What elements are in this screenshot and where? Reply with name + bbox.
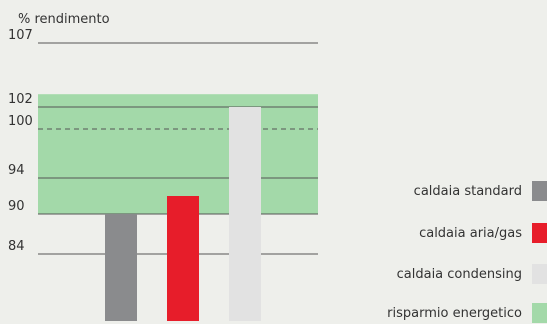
bar-caldaia-condensing: [229, 107, 261, 321]
y-tick-label-84: 84: [8, 239, 25, 254]
bar-caldaia-aria-gas: [167, 196, 199, 321]
y-axis-label: % rendimento: [18, 12, 110, 27]
y-tick-label-94: 94: [8, 163, 25, 178]
band-risparmio-energetico: [38, 94, 318, 214]
y-tick-label-90: 90: [8, 199, 25, 214]
y-tick-label-107: 107: [8, 28, 33, 43]
y-tick-label-102: 102: [8, 92, 33, 107]
bar-caldaia-standard: [105, 214, 137, 321]
y-tick-label-100: 100: [8, 114, 33, 129]
